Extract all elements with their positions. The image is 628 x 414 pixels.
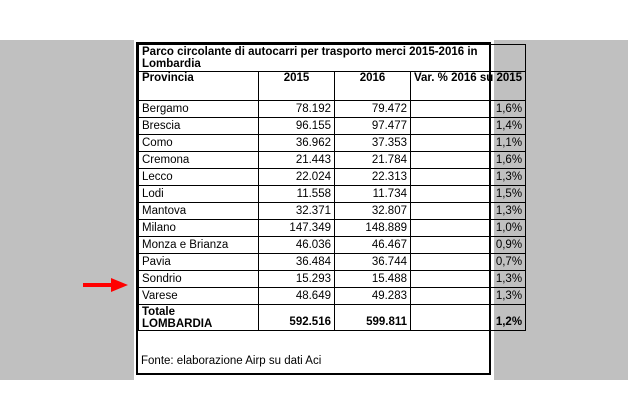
- cell-2016: 37.353: [334, 134, 411, 152]
- total-2015: 592.516: [258, 304, 335, 331]
- table-row: Lodi 11.558 11.734 1,5%: [138, 185, 527, 203]
- cell-province: Cremona: [138, 151, 259, 169]
- table-row: Varese 48.649 49.283 1,3%: [138, 287, 527, 305]
- cell-2016: 15.488: [334, 270, 411, 288]
- cell-province: Milano: [138, 219, 259, 237]
- cell-2016: 36.744: [334, 253, 411, 271]
- total-row: Totale LOMBARDIA 592.516 599.811 1,2%: [138, 304, 527, 331]
- cell-variation: 1,5%: [409, 185, 527, 203]
- table-row: Brescia 96.155 97.477 1,4%: [138, 117, 527, 135]
- title-row: Parco circolante di autocarri per traspo…: [137, 44, 527, 72]
- cell-2015: 96.155: [258, 117, 335, 135]
- header-row: Provincia 2015 2016 Var. % 2016 su 2015: [138, 71, 527, 101]
- cell-2016: 148.889: [334, 219, 411, 237]
- total-variation: 1,2%: [409, 304, 527, 331]
- cell-2016: 21.784: [334, 151, 411, 169]
- cell-2016: 11.734: [334, 185, 411, 203]
- cell-variation: 1,0%: [409, 219, 527, 237]
- cell-province: Lecco: [138, 168, 259, 186]
- cell-2016: 49.283: [334, 287, 411, 305]
- cell-province: Como: [138, 134, 259, 152]
- cell-2015: 36.962: [258, 134, 335, 152]
- table-row: Bergamo 78.192 79.472 1,6%: [138, 100, 527, 118]
- cell-2016: 46.467: [334, 236, 411, 254]
- cell-province: Bergamo: [138, 100, 259, 118]
- cell-2015: 22.024: [258, 168, 335, 186]
- data-table: Parco circolante di autocarri per traspo…: [137, 44, 527, 331]
- cell-2016: 79.472: [334, 100, 411, 118]
- cell-2016: 22.313: [334, 168, 411, 186]
- cell-2015: 48.649: [258, 287, 335, 305]
- cell-2015: 21.443: [258, 151, 335, 169]
- header-2016: 2016: [334, 71, 411, 101]
- table-body: Bergamo 78.192 79.472 1,6% Brescia 96.155 97.4…: [138, 100, 527, 305]
- cell-2015: 15.293: [258, 270, 335, 288]
- cell-variation: 1,3%: [409, 202, 527, 220]
- right-arrow-icon: [83, 278, 128, 292]
- table-row: Monza e Brianza 46.036 46.467 0,9%: [138, 236, 527, 254]
- cell-2015: 46.036: [258, 236, 335, 254]
- cell-variation: 1,3%: [409, 287, 527, 305]
- cell-province: Mantova: [138, 202, 259, 220]
- cell-2015: 147.349: [258, 219, 335, 237]
- total-label: Totale LOMBARDIA: [138, 304, 259, 331]
- cell-variation: 1,6%: [409, 100, 527, 118]
- table-row: Sondrio 15.293 15.488 1,3%: [138, 270, 527, 288]
- cell-2015: 11.558: [258, 185, 335, 203]
- cell-variation: 1,1%: [409, 134, 527, 152]
- table-title: Parco circolante di autocarri per traspo…: [137, 44, 527, 72]
- cell-province: Monza e Brianza: [138, 236, 259, 254]
- header-province: Provincia: [138, 71, 259, 101]
- table-row: Como 36.962 37.353 1,1%: [138, 134, 527, 152]
- cell-variation: 1,3%: [409, 270, 527, 288]
- cell-2016: 97.477: [334, 117, 411, 135]
- header-variation: Var. % 2016 su 2015: [409, 71, 527, 101]
- table-row: Lecco 22.024 22.313 1,3%: [138, 168, 527, 186]
- table-row: Milano 147.349 148.889 1,0%: [138, 219, 527, 237]
- cell-province: Sondrio: [138, 270, 259, 288]
- cell-variation: 1,3%: [409, 168, 527, 186]
- cell-variation: 0,9%: [409, 236, 527, 254]
- total-2016: 599.811: [334, 304, 411, 331]
- total-label-line2: LOMBARDIA: [142, 318, 213, 330]
- cell-2015: 36.484: [258, 253, 335, 271]
- cell-province: Pavia: [138, 253, 259, 271]
- cell-variation: 1,6%: [409, 151, 527, 169]
- cell-2015: 78.192: [258, 100, 335, 118]
- table-row: Mantova 32.371 32.807 1,3%: [138, 202, 527, 220]
- source-note: Fonte: elaborazione Airp su dati Aci: [141, 355, 322, 367]
- cell-2016: 32.807: [334, 202, 411, 220]
- cell-2015: 32.371: [258, 202, 335, 220]
- header-2015: 2015: [258, 71, 335, 101]
- table-row: Pavia 36.484 36.744 0,7%: [138, 253, 527, 271]
- cell-province: Varese: [138, 287, 259, 305]
- cell-province: Lodi: [138, 185, 259, 203]
- cell-variation: 0,7%: [409, 253, 527, 271]
- total-label-line1: Totale: [142, 306, 176, 318]
- table-row: Cremona 21.443 21.784 1,6%: [138, 151, 527, 169]
- cell-variation: 1,4%: [409, 117, 527, 135]
- cell-province: Brescia: [138, 117, 259, 135]
